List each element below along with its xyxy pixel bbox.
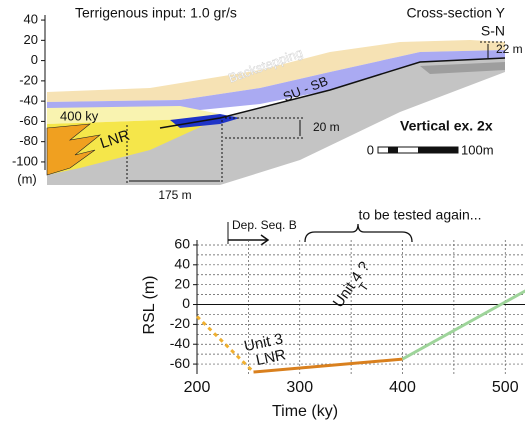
x-tick-label: 300 xyxy=(286,379,313,396)
annotation: 100m xyxy=(461,142,494,157)
annotation: 175 m xyxy=(158,188,191,202)
y-tick-label: -20 xyxy=(19,72,38,87)
annotation: 0 xyxy=(367,142,374,157)
y-tick-label: 0 xyxy=(182,295,190,311)
y-tick-label: -40 xyxy=(170,335,190,351)
section-title: Cross-section Y xyxy=(406,5,505,21)
annotation: to be tested again... xyxy=(359,207,482,223)
scale-bar xyxy=(418,147,458,153)
y-tick-label: 20 xyxy=(174,275,190,291)
x-tick-label: 400 xyxy=(389,379,416,396)
y-tick-label: -100 xyxy=(12,153,38,168)
y-tick-label: 40 xyxy=(174,256,190,272)
brace xyxy=(305,224,412,242)
y-tick-label: 40 xyxy=(24,12,38,27)
annotation: 400 ky xyxy=(60,108,99,123)
annotation: 20 m xyxy=(313,120,340,134)
cross-section: Terrigenous input: 1.0 gr/s Cross-sectio… xyxy=(17,5,522,202)
series-line xyxy=(403,245,525,359)
orientation: S-N xyxy=(481,23,505,39)
y-tick-label: -60 xyxy=(19,113,38,128)
annotation: Dep. Seq. B xyxy=(232,218,297,232)
annotation: 22 m xyxy=(496,42,523,56)
scale-bar xyxy=(388,147,398,153)
y-tick-label: -80 xyxy=(19,133,38,148)
y-tick-label: -20 xyxy=(170,315,190,331)
y-tick-label: -60 xyxy=(170,355,190,371)
y-label: RSL (m) xyxy=(141,276,158,335)
x-tick-label: 500 xyxy=(492,379,519,396)
title: Terrigenous input: 1.0 gr/s xyxy=(75,5,237,21)
y-unit: (m) xyxy=(17,171,37,186)
annotation: Vertical ex. 2x xyxy=(400,118,493,134)
x-label: Time (ky) xyxy=(272,403,338,420)
y-tick-label: 20 xyxy=(24,32,38,47)
y-tick-label: 60 xyxy=(174,236,190,252)
y-tick-label: -40 xyxy=(19,93,38,108)
x-tick-label: 200 xyxy=(184,379,211,396)
y-tick-label: 0 xyxy=(31,52,38,67)
